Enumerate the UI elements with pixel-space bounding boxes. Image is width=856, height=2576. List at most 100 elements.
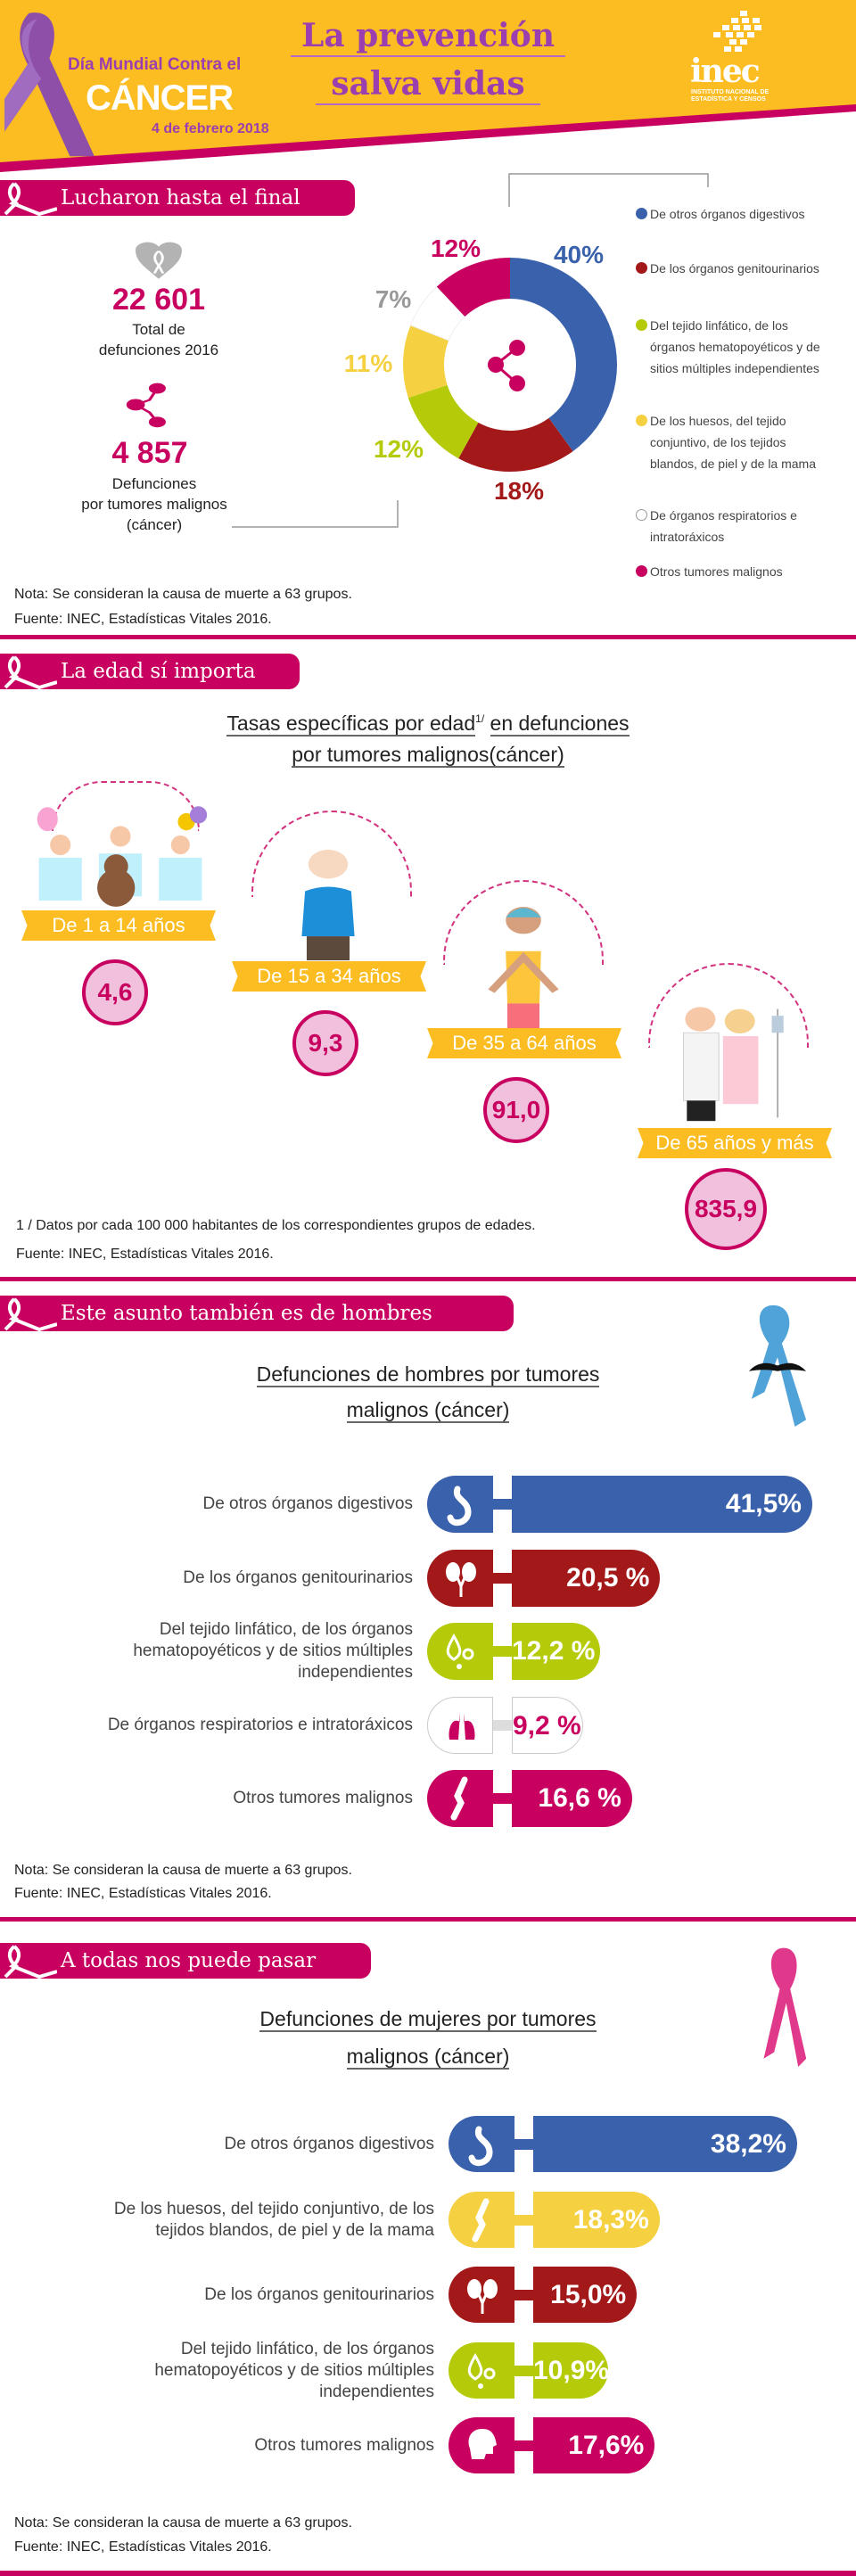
bar-label: De otros órganos digestivos: [202, 1494, 413, 1513]
bar-row: De los huesos, del tejido conjuntivo, de…: [0, 2192, 856, 2248]
bar-icon-cap: [427, 1550, 493, 1607]
legend-label: Del tejido linfático, de los órganos hem…: [650, 318, 820, 375]
bar: 20,5 %: [512, 1550, 661, 1607]
banner-text: Este asunto también es de hombres: [61, 1302, 432, 1325]
donut-label: 7%: [375, 285, 412, 313]
inec-logo-squares-icon: [713, 11, 761, 52]
bar-icon-cap: [449, 2116, 514, 2172]
bar: 16,6 %: [512, 1770, 632, 1827]
legend-item: Otros tumores malignos: [636, 561, 834, 582]
bar-icon-cap: [449, 2267, 514, 2323]
donut-label: 11%: [344, 350, 393, 377]
bar-icon-cap: [427, 1770, 493, 1827]
banner-text: La edad sí importa: [61, 660, 256, 683]
bone-joint-icon: [472, 2198, 490, 2242]
section4-note: Nota: Se consideran la causa de muerte a…: [14, 2515, 352, 2531]
bar-row: De los órganos genitourinarios 20,5 %: [0, 1550, 856, 1607]
legend-swatch: [636, 565, 647, 577]
stomach-icon: [468, 2126, 493, 2166]
age-group-rate: 9,3: [292, 1010, 358, 1076]
blue-ribbon-mustache-icon: [748, 1304, 807, 1427]
divider: [0, 635, 856, 639]
woman-praying-illustration: [488, 906, 559, 1028]
total-deaths-value: 22 601: [112, 283, 205, 317]
section-banner-lucharon: Lucharon hasta el final: [0, 180, 355, 216]
donut-label: 12%: [431, 235, 481, 262]
age-group-label: De 1 a 14 años: [21, 910, 216, 941]
children-hospital-illustration: [37, 806, 208, 907]
elderly-patient-doctor-illustration: [683, 1007, 784, 1122]
section4-source: Fuente: INEC, Estadísticas Vitales 2016.: [14, 2539, 272, 2555]
inec-logo-sub2: ESTADÍSTICA Y CENSOS: [691, 96, 766, 103]
section3-source: Fuente: INEC, Estadísticas Vitales 2016.: [14, 1886, 272, 1901]
legend-label: De los órganos genitourinarios: [650, 261, 819, 276]
bar-label: De los huesos, del tejido conjuntivo, de…: [113, 2199, 434, 2240]
bar-connector: [514, 2289, 533, 2300]
footnote-marker: 1/: [475, 712, 485, 725]
bar-label: De órganos respiratorios e intratoráxico…: [107, 1716, 413, 1734]
title-part: malignos (cáncer): [346, 1398, 510, 1423]
event-line1: Día Mundial Contra el: [68, 55, 242, 74]
bar-connector: [493, 1499, 512, 1510]
bar: 41,5%: [512, 1476, 812, 1533]
legend-item: De los órganos genitourinarios: [636, 258, 834, 279]
age-group-rate: 91,0: [483, 1077, 549, 1143]
bar: 9,2 %: [512, 1697, 583, 1754]
bar-row: De los órganos genitourinarios 15,0%: [0, 2267, 856, 2323]
donut-slice: [436, 258, 510, 317]
women-chart-title-line1: Defunciones de mujeres por tumores: [160, 2001, 696, 2037]
blood-drops-icon: [446, 1633, 474, 1669]
title-part: Defunciones de hombres por tumores: [256, 1362, 600, 1387]
bar-icon-cap: [427, 1623, 493, 1680]
legend-item: Del tejido linfático, de los órganos hem…: [636, 315, 834, 379]
legend-item: De los huesos, del tejido conjuntivo, de…: [636, 410, 834, 474]
donut-slice: [510, 258, 617, 452]
bar-icon-cap: [449, 2192, 514, 2248]
bar-label: Otros tumores malignos: [254, 2435, 434, 2455]
donut-label: 12%: [374, 435, 424, 463]
legend-item: De órganos respiratorios e intratoráxico…: [636, 505, 834, 547]
bar-connector: [514, 2214, 533, 2226]
legend-swatch: [636, 509, 647, 521]
head-icon: [468, 2428, 497, 2459]
bar-icon-cap: [449, 2342, 514, 2399]
banner-text: Lucharon hasta el final: [61, 186, 300, 210]
bar-connector: [514, 2440, 533, 2451]
age-chart-title-line1: Tasas específicas por edad1/ en defuncio…: [160, 701, 696, 741]
bar-label: Del tejido linfático, de los órganos hem…: [133, 1620, 413, 1682]
donut-slice: [403, 325, 449, 399]
purple-ribbon-icon: [4, 12, 95, 157]
bar: 12,2 %: [512, 1623, 601, 1680]
event-cancer: CÁNCER: [86, 78, 234, 118]
cancer-deaths-label3: (cáncer): [126, 516, 183, 533]
pink-ribbon-icon: [4, 1297, 57, 1331]
lungs-icon: [449, 1713, 475, 1740]
men-chart-title-line2: malignos (cáncer): [160, 1392, 696, 1428]
section1-source: Fuente: INEC, Estadísticas Vitales 2016.: [14, 612, 272, 627]
bar-connector: [493, 1793, 512, 1804]
legend-swatch: [636, 208, 647, 219]
title-part: Defunciones de mujeres por tumores: [259, 2007, 597, 2032]
bar: 15,0%: [533, 2267, 638, 2323]
age-group-rate: 4,6: [82, 959, 148, 1025]
title-part: malignos (cáncer): [346, 2045, 510, 2070]
heart-ribbon-icon: [136, 242, 182, 279]
bar-connector: [493, 1646, 512, 1657]
age-group-label: De 35 a 64 años: [427, 1028, 621, 1058]
pink-ribbon-icon: [4, 182, 57, 216]
section1-note: Nota: Se consideran la causa de muerte a…: [14, 587, 352, 602]
divider: [0, 1917, 856, 1922]
cancer-deaths-label2: por tumores malignos: [81, 496, 227, 513]
bar: 38,2%: [533, 2116, 797, 2172]
age-footnote: 1 / Datos por cada 100 000 habitantes de…: [16, 1218, 536, 1233]
legend-label: De órganos respiratorios e intratoráxico…: [650, 508, 797, 544]
donut-chart: 40% 18% 12% 11% 7% 12%: [344, 235, 617, 505]
event-date: 4 de febrero 2018: [152, 121, 269, 136]
bone-joint-icon: [450, 1776, 468, 1821]
bar-row: De órganos respiratorios e intratoráxico…: [0, 1697, 856, 1754]
cancer-deaths-label1: Defunciones: [111, 475, 197, 492]
legend-swatch: [636, 319, 647, 331]
legend-swatch: [636, 415, 647, 426]
total-deaths-label2: defunciones 2016: [98, 342, 219, 358]
cancer-cells-icon: [488, 340, 525, 391]
